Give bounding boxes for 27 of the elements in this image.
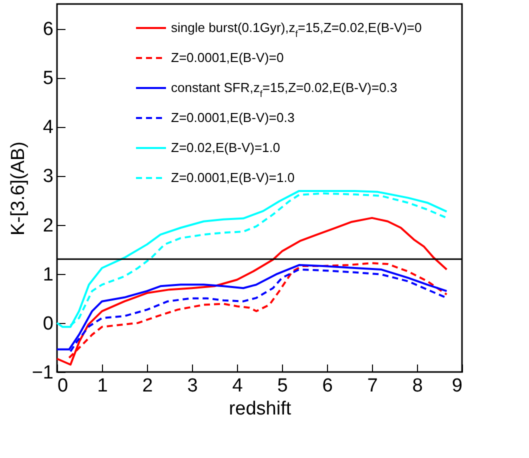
- y-tick-label: −1: [32, 362, 54, 384]
- x-tick-label: 0: [58, 376, 68, 396]
- y-tick-label: 4: [42, 117, 54, 138]
- x-tick-label: 8: [412, 376, 423, 396]
- x-axis-title: redshift: [228, 398, 292, 420]
- x-tick-label: 2: [142, 376, 153, 396]
- legend-label: single burst(0.1Gyr),z$_{f}$=15,Z=0.02,E(B-V)=0: [171, 20, 422, 39]
- y-tick-label: 2: [42, 215, 54, 236]
- x-tick-label: 3: [187, 376, 198, 396]
- y-tick-label: 5: [42, 68, 54, 90]
- y-axis-title: K-[3.6](AB): [8, 142, 29, 236]
- y-tick-label: 3: [42, 166, 54, 188]
- x-tick-label: 1: [97, 376, 108, 396]
- legend-label: Z=0.0001,E(B-V)=0: [171, 50, 284, 65]
- legend-label: constant SFR,z$_{f}$=15,Z=0.02,E(B-V)=0.3: [171, 80, 398, 99]
- x-tick-label: 5: [277, 376, 288, 396]
- legend-label: Z=0.0001,E(B-V)=1.0: [171, 170, 295, 185]
- x-tick-label: 7: [367, 376, 378, 396]
- y-tick-label: 1: [42, 264, 54, 286]
- y-tick-label: 0: [42, 313, 54, 334]
- x-tick-label: 9: [452, 376, 462, 396]
- legend-label: Z=0.02,E(B-V)=1.0: [171, 140, 280, 155]
- line-series: [56, 216, 448, 366]
- y-tick-label: 6: [42, 19, 54, 40]
- x-tick-label: 4: [232, 376, 244, 396]
- legend-label: Z=0.0001,E(B-V)=0.3: [171, 110, 295, 125]
- x-tick-label: 6: [322, 376, 333, 396]
